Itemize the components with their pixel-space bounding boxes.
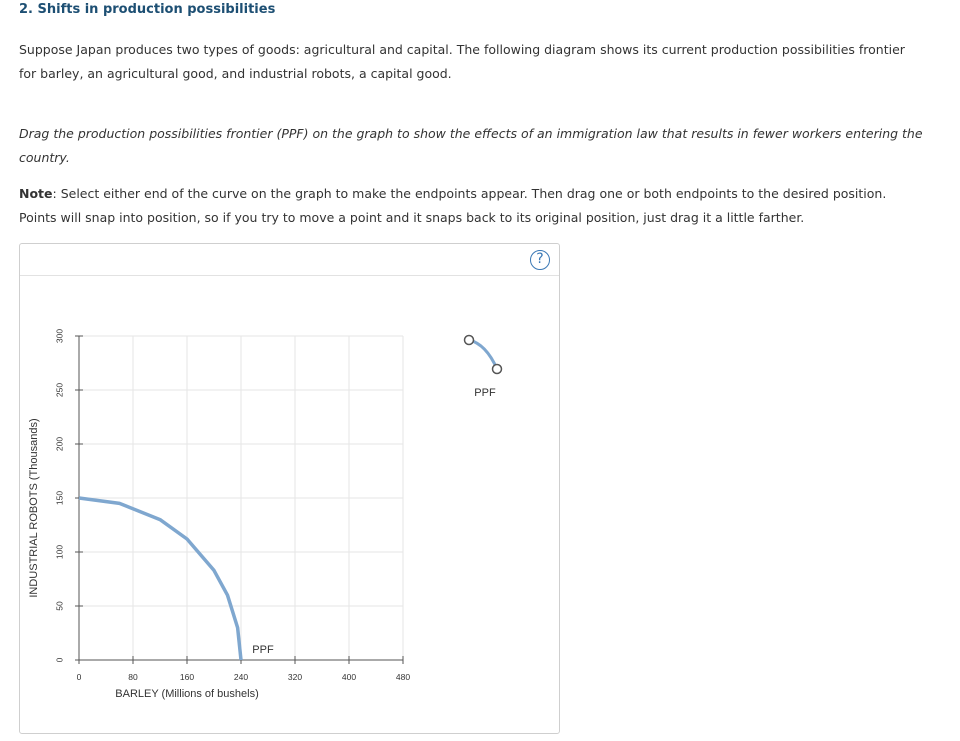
y-tick-label: 50 xyxy=(54,601,64,611)
graph-panel-header: ? xyxy=(20,244,559,276)
x-tick-label: 160 xyxy=(180,672,194,682)
y-tick-label: 250 xyxy=(54,383,64,397)
y-tick-label: 0 xyxy=(54,657,64,662)
y-tick-label: 200 xyxy=(54,437,64,451)
axes xyxy=(75,335,404,664)
intro-text: Suppose Japan produces two types of good… xyxy=(19,42,905,81)
graph-panel: ? 0 80 160 240 320 400 480 0 50 100 150 200 250 300 P… xyxy=(19,243,560,734)
palette-endpoint-end[interactable] xyxy=(491,363,503,375)
ppf-curve[interactable] xyxy=(78,496,243,661)
tick-labels: 0 80 160 240 320 400 480 0 50 100 150 200 250 300 xyxy=(54,329,410,682)
y-axis-label: INDUSTRIAL ROBOTS (Thousands) xyxy=(28,418,40,597)
instruction-text: Drag the production possibilities fronti… xyxy=(19,126,923,165)
y-tick-label: 100 xyxy=(54,545,64,559)
note-label: Note xyxy=(19,186,53,201)
x-tick-label: 320 xyxy=(288,672,302,682)
x-tick-label: 400 xyxy=(342,672,356,682)
x-tick-label: 80 xyxy=(128,672,138,682)
ppf-palette-tool[interactable]: PPF xyxy=(463,334,503,400)
help-icon[interactable]: ? xyxy=(530,250,550,270)
x-tick-label: 0 xyxy=(77,672,82,682)
grid-lines xyxy=(79,335,404,660)
x-tick-label: 480 xyxy=(396,672,410,682)
palette-endpoint-start[interactable] xyxy=(463,334,475,346)
x-tick-label: 240 xyxy=(234,672,248,682)
y-tick-label: 300 xyxy=(54,329,64,343)
x-axis-label: BARLEY (Millions of bushels) xyxy=(115,688,258,700)
ppf-graph[interactable]: 0 80 160 240 320 400 480 0 50 100 150 200 250 300 PPF… xyxy=(20,244,561,735)
question-heading: 2. Shifts in production possibilities xyxy=(19,2,276,17)
note-body: : Select either end of the curve on the … xyxy=(19,186,887,225)
ppf-curve-label: PPF xyxy=(252,644,274,656)
y-tick-label: 150 xyxy=(54,491,64,505)
ppf-curve-group[interactable]: PPF xyxy=(78,496,274,661)
note-text: Note: Select either end of the curve on … xyxy=(19,182,924,230)
palette-ppf-line[interactable] xyxy=(468,338,499,370)
palette-ppf-label: PPF xyxy=(474,387,496,399)
